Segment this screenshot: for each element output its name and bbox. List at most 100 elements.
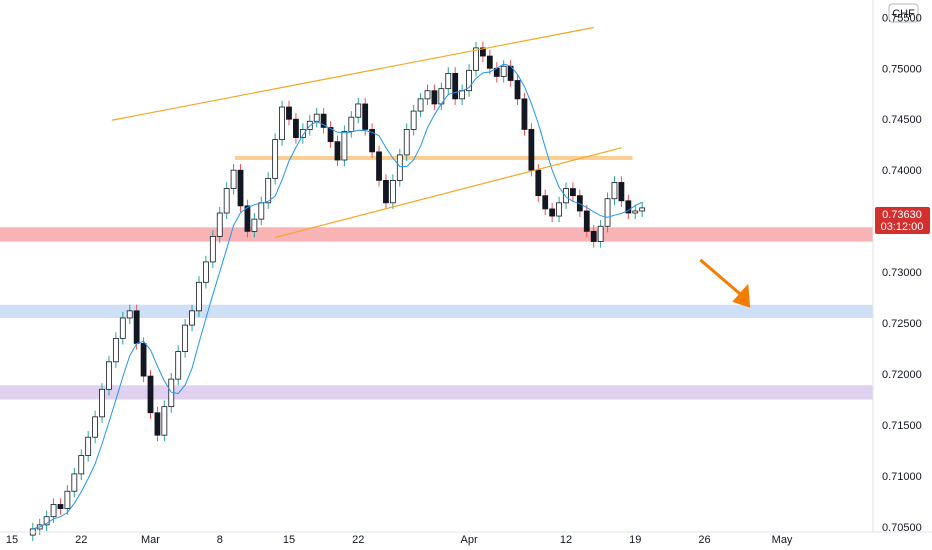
candle-body	[500, 65, 507, 77]
candle-body	[196, 281, 202, 312]
candle-body	[112, 337, 119, 363]
resistance-level	[234, 155, 633, 160]
price-tick-2: 0.74500	[882, 114, 922, 126]
candle-body	[64, 490, 71, 509]
candle-body	[140, 343, 147, 377]
price-tick-5: 0.72500	[882, 318, 922, 330]
candle-body	[417, 98, 424, 112]
candle-body	[583, 210, 590, 232]
candle-body	[279, 106, 285, 141]
candle-body	[251, 218, 258, 232]
projection-arrow-head	[732, 283, 751, 308]
candle-body	[563, 188, 569, 204]
candle-body	[355, 103, 362, 118]
time-axis[interactable]: 15 22 Mar 8 15 22 Apr 12 19 26 May	[6, 534, 793, 546]
currency-badge[interactable]: CHF	[888, 3, 919, 23]
time-tick-6: Apr	[460, 534, 477, 546]
trend-line-1	[274, 147, 622, 239]
zone-2	[0, 385, 873, 400]
candle-body	[286, 106, 292, 120]
candle-body	[445, 72, 452, 90]
price-tick-7: 0.71500	[882, 420, 922, 432]
candle-body	[431, 90, 438, 105]
candle-body	[396, 154, 403, 181]
price-tick-8: 0.71000	[882, 471, 922, 483]
candle-body	[320, 113, 327, 128]
time-tick-0: 15	[6, 534, 18, 546]
candle-body	[590, 230, 597, 242]
candle-body	[209, 236, 216, 263]
candle-body	[369, 129, 376, 153]
time-tick-3: 8	[217, 534, 223, 546]
candle-body	[604, 198, 611, 227]
price-tick-9: 0.70500	[882, 522, 922, 534]
candle-body	[161, 406, 168, 436]
candle-body	[99, 388, 105, 418]
candle-body	[514, 80, 521, 100]
price-tick-1: 0.75000	[882, 63, 922, 75]
time-tick-10: May	[772, 534, 793, 546]
moving-average-line	[32, 63, 643, 530]
last-price-tag: 0.73630 03:12:00	[875, 207, 930, 234]
candle-body	[521, 98, 528, 130]
candle-body	[175, 351, 182, 380]
candle-body	[57, 504, 64, 509]
horizontal-level-layer	[234, 155, 633, 160]
candle-body	[389, 179, 396, 204]
candle-body	[618, 182, 625, 202]
candle-body	[403, 129, 410, 156]
candle-body	[466, 69, 472, 92]
candle-body	[611, 182, 618, 200]
projection-arrow-shaft	[699, 258, 744, 297]
candle-body	[71, 473, 78, 492]
candle-body	[473, 47, 479, 71]
candle-body	[535, 169, 542, 197]
candle-body	[216, 212, 223, 237]
candle-body	[632, 210, 639, 214]
candle-body	[334, 141, 341, 161]
candle-body	[362, 103, 369, 130]
candle-body	[410, 110, 417, 130]
candle-body	[479, 47, 486, 57]
bar-countdown: 03:12:00	[881, 221, 924, 233]
candle-body	[92, 416, 98, 438]
candle-body	[126, 310, 133, 319]
candle-body	[106, 361, 112, 390]
candle-body	[452, 72, 459, 100]
candle-body	[182, 324, 189, 353]
candle-body	[327, 126, 334, 143]
candle-body	[147, 375, 154, 414]
candle-body	[50, 504, 57, 518]
candle-body	[272, 139, 279, 179]
candle-body	[223, 188, 230, 214]
time-tick-5: 22	[352, 534, 364, 546]
candle-body	[486, 55, 493, 69]
candle-body	[265, 177, 272, 204]
candle-body	[313, 113, 320, 122]
candles-layer	[29, 41, 646, 542]
price-tick-0: 0.75500	[882, 12, 922, 24]
price-tick-3: 0.74000	[882, 165, 922, 177]
candle-body	[119, 317, 126, 339]
candle-body	[570, 188, 576, 197]
candle-body	[258, 202, 265, 220]
price-axis[interactable]: 0.75500 0.75000 0.74500 0.74000 0.73000 0.725…	[882, 12, 922, 534]
candle-body	[528, 129, 535, 171]
candle-body	[459, 90, 466, 100]
candle-body	[237, 169, 244, 207]
candle-body	[43, 516, 50, 526]
candle-body	[230, 169, 237, 189]
candle-body	[556, 202, 562, 217]
candle-body	[85, 436, 92, 456]
candle-body	[299, 129, 306, 138]
projection-arrow	[699, 258, 751, 308]
zone-1	[0, 304, 873, 318]
time-tick-9: 26	[698, 534, 710, 546]
zone-0	[0, 227, 873, 242]
price-tick-4: 0.73000	[882, 267, 922, 279]
candle-body	[341, 131, 348, 161]
time-tick-8: 19	[629, 534, 641, 546]
candle-body	[549, 208, 556, 217]
trend-line-0	[111, 26, 594, 121]
